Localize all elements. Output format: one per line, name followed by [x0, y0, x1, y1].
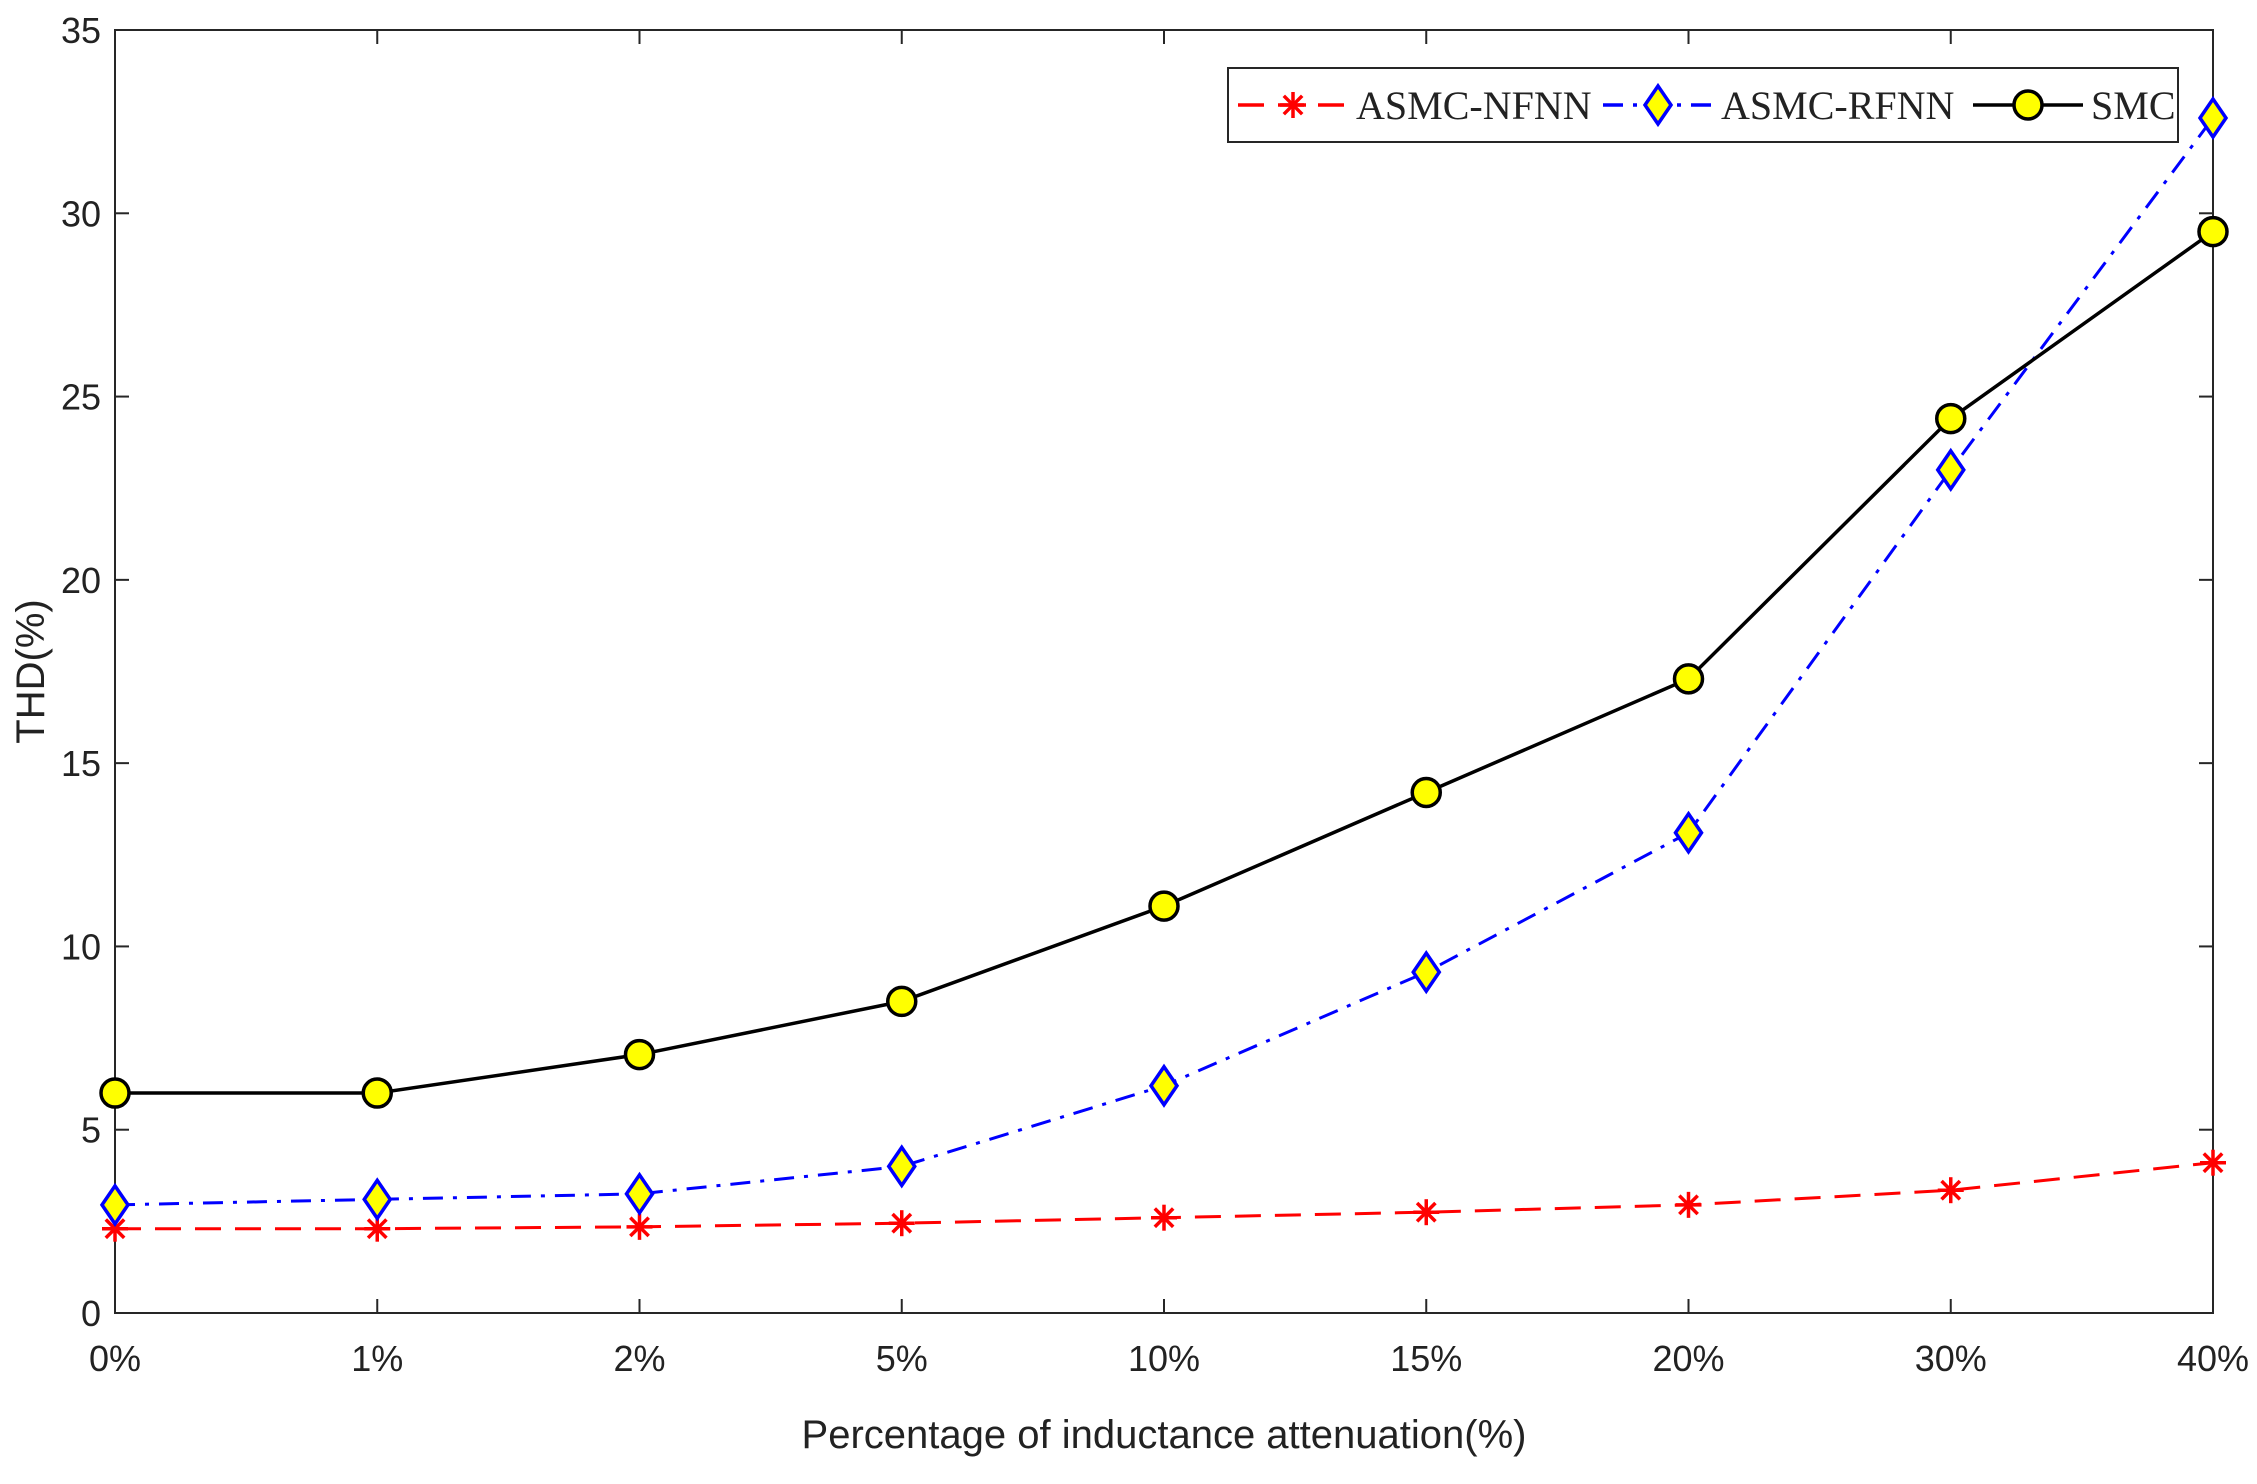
y-tick-label: 20	[61, 560, 101, 601]
smc-circle-point	[99, 1077, 131, 1109]
legend-item-asmc-nfnn: ASMC-NFNN	[1238, 83, 1592, 128]
asmc-nfnn-asterisk-point	[2200, 1149, 2226, 1176]
x-tick-label: 2%	[613, 1338, 665, 1379]
y-tick-label: 0	[81, 1293, 101, 1334]
smc-circle-point	[1410, 776, 1442, 809]
asmc-nfnn-asterisk-point	[1413, 1199, 1440, 1226]
series-line-smc	[115, 230, 2215, 1095]
asmc-nfnn-asterisk-point	[1675, 1191, 1702, 1218]
x-tick-label: 5%	[876, 1338, 928, 1379]
y-tick-label: 10	[61, 926, 101, 967]
legend-asmc-rfnn-diamond-point	[1642, 82, 1674, 128]
x-tick-label: 0%	[89, 1338, 141, 1379]
series-line-asmc-rfnn	[114, 117, 2215, 1207]
asmc-rfnn-diamond-point	[362, 1177, 393, 1222]
series-asmc-nfnn	[102, 1149, 2226, 1242]
asmc-nfnn-asterisk-point	[364, 1215, 391, 1242]
y-tick-label: 15	[61, 743, 101, 784]
asmc-rfnn-diamond-point	[624, 1171, 655, 1216]
y-tick-label: 25	[61, 377, 101, 418]
x-tick-label: 10%	[1128, 1338, 1200, 1379]
asmc-rfnn-diamond-point	[886, 1144, 917, 1189]
smc-circle-point	[886, 985, 918, 1018]
x-tick-label: 30%	[1915, 1338, 1987, 1379]
series-smc	[99, 215, 2229, 1109]
legend-label-asmc-nfnn: ASMC-NFNN	[1356, 83, 1592, 128]
y-tick-label: 5	[81, 1110, 101, 1151]
legend-asmc-nfnn-asterisk-point	[1280, 92, 1306, 118]
smc-circle-point	[1672, 663, 1705, 695]
asmc-nfnn-asterisk-point	[1151, 1204, 1177, 1231]
asmc-rfnn-diamond-point	[1411, 949, 1442, 995]
series-asmc-rfnn	[99, 95, 2229, 1227]
asmc-rfnn-diamond-point	[99, 1182, 131, 1227]
x-tick-label: 1%	[351, 1338, 403, 1379]
asmc-nfnn-asterisk-point	[626, 1213, 653, 1240]
asmc-nfnn-asterisk-point	[888, 1210, 915, 1237]
asmc-rfnn-diamond-point	[1148, 1063, 1180, 1108]
smc-circle-point	[1148, 890, 1180, 922]
x-axis-title: Percentage of inductance attenuation(%)	[802, 1413, 1527, 1457]
x-tick-label: 15%	[1390, 1338, 1462, 1379]
smc-circle-point	[361, 1077, 393, 1109]
asmc-nfnn-asterisk-point	[1937, 1177, 1964, 1204]
x-tick-label: 40%	[2177, 1338, 2249, 1379]
smc-circle-point	[623, 1038, 656, 1071]
x-tick-label: 20%	[1652, 1338, 1724, 1379]
y-axis-title: THD(%)	[9, 599, 53, 743]
plot-frame	[114, 29, 2214, 1314]
series-layer	[99, 95, 2229, 1242]
y-tick-label: 35	[61, 10, 101, 51]
legend: ASMC-NFNN ASMC-RFNN SMC	[1227, 67, 2179, 143]
legend-items: ASMC-NFNN ASMC-RFNN SMC	[1238, 82, 2176, 128]
asmc-rfnn-diamond-point	[1935, 447, 1966, 492]
legend-smc-circle-point	[2012, 89, 2044, 121]
y-tick-label: 30	[61, 193, 101, 234]
legend-label-asmc-rfnn: ASMC-RFNN	[1721, 83, 1954, 128]
smc-circle-point	[2197, 215, 2229, 248]
asmc-rfnn-diamond-point	[2197, 95, 2229, 141]
smc-circle-point	[1935, 402, 1967, 435]
legend-item-asmc-rfnn: ASMC-RFNN	[1603, 82, 1954, 128]
legend-item-smc: SMC	[1973, 83, 2176, 128]
ticks-layer: 0 5 10 15 20 25 30 35 0% 1% 2% 5% 10% 15% 20% 30% 40%	[61, 10, 2249, 1379]
legend-label-smc: SMC	[2091, 83, 2176, 128]
asmc-rfnn-diamond-point	[1673, 810, 1704, 855]
